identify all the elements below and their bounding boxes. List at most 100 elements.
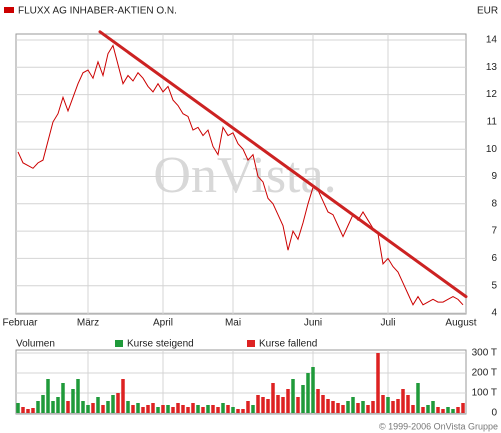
volume-bar bbox=[86, 405, 90, 413]
y-tick-label: 5 bbox=[491, 280, 497, 291]
volume-bar bbox=[71, 389, 75, 413]
y-tick-label: 9 bbox=[491, 171, 497, 182]
y-tick-label: 4 bbox=[491, 308, 497, 319]
volume-bar bbox=[161, 405, 165, 413]
y-tick-label: 6 bbox=[491, 253, 497, 264]
volume-bar bbox=[141, 407, 145, 413]
volume-bar bbox=[41, 395, 45, 413]
volume-bar bbox=[26, 409, 30, 413]
volume-bar bbox=[431, 401, 435, 413]
volume-bar bbox=[16, 403, 20, 413]
volume-bar bbox=[376, 353, 380, 413]
y-tick-label: 11 bbox=[487, 117, 498, 128]
volume-bar bbox=[426, 405, 430, 413]
legend-label: Kurse steigend bbox=[127, 339, 194, 350]
volume-bar bbox=[216, 407, 220, 413]
y-tick-label: 100 T bbox=[472, 388, 497, 399]
volume-bar bbox=[416, 383, 420, 413]
volume-bar bbox=[326, 399, 330, 413]
y-tick-label: 10 bbox=[486, 144, 498, 155]
volume-bar bbox=[96, 397, 100, 413]
volume-bar bbox=[401, 389, 405, 413]
watermark: OnVista. bbox=[153, 147, 336, 204]
volume-bar bbox=[361, 401, 365, 413]
volume-bar bbox=[256, 395, 260, 413]
volume-bar bbox=[121, 379, 125, 413]
volume-bar bbox=[441, 409, 445, 413]
y-tick-label: 14 bbox=[486, 35, 498, 46]
volume-bar bbox=[411, 405, 415, 413]
copyright: © 1999-2006 OnVista Gruppe bbox=[379, 421, 498, 431]
volume-bar bbox=[66, 401, 70, 413]
y-tick-label: 12 bbox=[486, 89, 498, 100]
legend-swatch bbox=[115, 340, 123, 347]
volume-bar bbox=[226, 405, 230, 413]
x-tick-label: Juli bbox=[380, 318, 395, 329]
volume-bar bbox=[356, 403, 360, 413]
volume-bar bbox=[101, 405, 105, 413]
x-tick-label: August bbox=[445, 318, 476, 329]
volume-bar bbox=[191, 403, 195, 413]
volume-bar bbox=[56, 397, 60, 413]
y-tick-label: 300 T bbox=[472, 348, 497, 359]
volume-bar bbox=[156, 407, 160, 413]
volume-bar bbox=[341, 405, 345, 413]
volume-bar bbox=[36, 401, 40, 413]
volume-bar bbox=[76, 379, 80, 413]
volume-bar bbox=[176, 403, 180, 413]
volume-bar bbox=[296, 397, 300, 413]
volume-bar bbox=[436, 407, 440, 413]
volume-bar bbox=[351, 397, 355, 413]
volume-bar bbox=[106, 401, 110, 413]
legend-swatch bbox=[4, 7, 14, 13]
x-tick-label: Mai bbox=[225, 318, 241, 329]
volume-bar bbox=[246, 401, 250, 413]
volume-bar bbox=[461, 403, 465, 413]
volume-bar bbox=[151, 403, 155, 413]
volume-bar bbox=[331, 401, 335, 413]
trend-line bbox=[98, 30, 468, 299]
volume-bar bbox=[311, 367, 315, 413]
volume-bar bbox=[46, 379, 50, 413]
volume-bar bbox=[456, 407, 460, 413]
volume-bar bbox=[91, 403, 95, 413]
volume-bar bbox=[366, 405, 370, 413]
volume-bar bbox=[451, 409, 455, 413]
y-axis-label: EUR bbox=[477, 6, 498, 17]
volume-bar bbox=[221, 403, 225, 413]
price-line bbox=[17, 44, 464, 306]
y-tick-label: 7 bbox=[491, 226, 497, 237]
volume-bar bbox=[321, 395, 325, 413]
volume-bar bbox=[186, 407, 190, 413]
volume-bar bbox=[111, 395, 115, 413]
volume-bar bbox=[126, 401, 130, 413]
volume-bar bbox=[51, 401, 55, 413]
volume-bar bbox=[196, 405, 200, 413]
volume-bar bbox=[171, 407, 175, 413]
volume-bar bbox=[281, 397, 285, 413]
volume-bar bbox=[21, 407, 25, 413]
volume-bar bbox=[286, 389, 290, 413]
volume-bar bbox=[336, 403, 340, 413]
x-tick-label: Juni bbox=[304, 318, 322, 329]
x-tick-label: März bbox=[77, 318, 99, 329]
volume-bar bbox=[206, 405, 210, 413]
volume-bar bbox=[146, 405, 150, 413]
volume-bar bbox=[181, 405, 185, 413]
volume-bar bbox=[316, 389, 320, 413]
x-tick-label: Februar bbox=[2, 318, 38, 329]
y-tick-label: 0 bbox=[491, 408, 497, 419]
price-frame bbox=[15, 33, 467, 315]
volume-bar bbox=[391, 401, 395, 413]
volume-bar bbox=[166, 405, 170, 413]
volume-bar bbox=[371, 401, 375, 413]
volume-bar bbox=[346, 401, 350, 413]
y-tick-label: 200 T bbox=[472, 368, 497, 379]
volume-bar bbox=[301, 385, 305, 413]
volume-bar bbox=[241, 409, 245, 413]
volume-bar bbox=[201, 407, 205, 413]
volume-bar bbox=[306, 373, 310, 413]
volume-title: Volumen bbox=[16, 339, 55, 350]
